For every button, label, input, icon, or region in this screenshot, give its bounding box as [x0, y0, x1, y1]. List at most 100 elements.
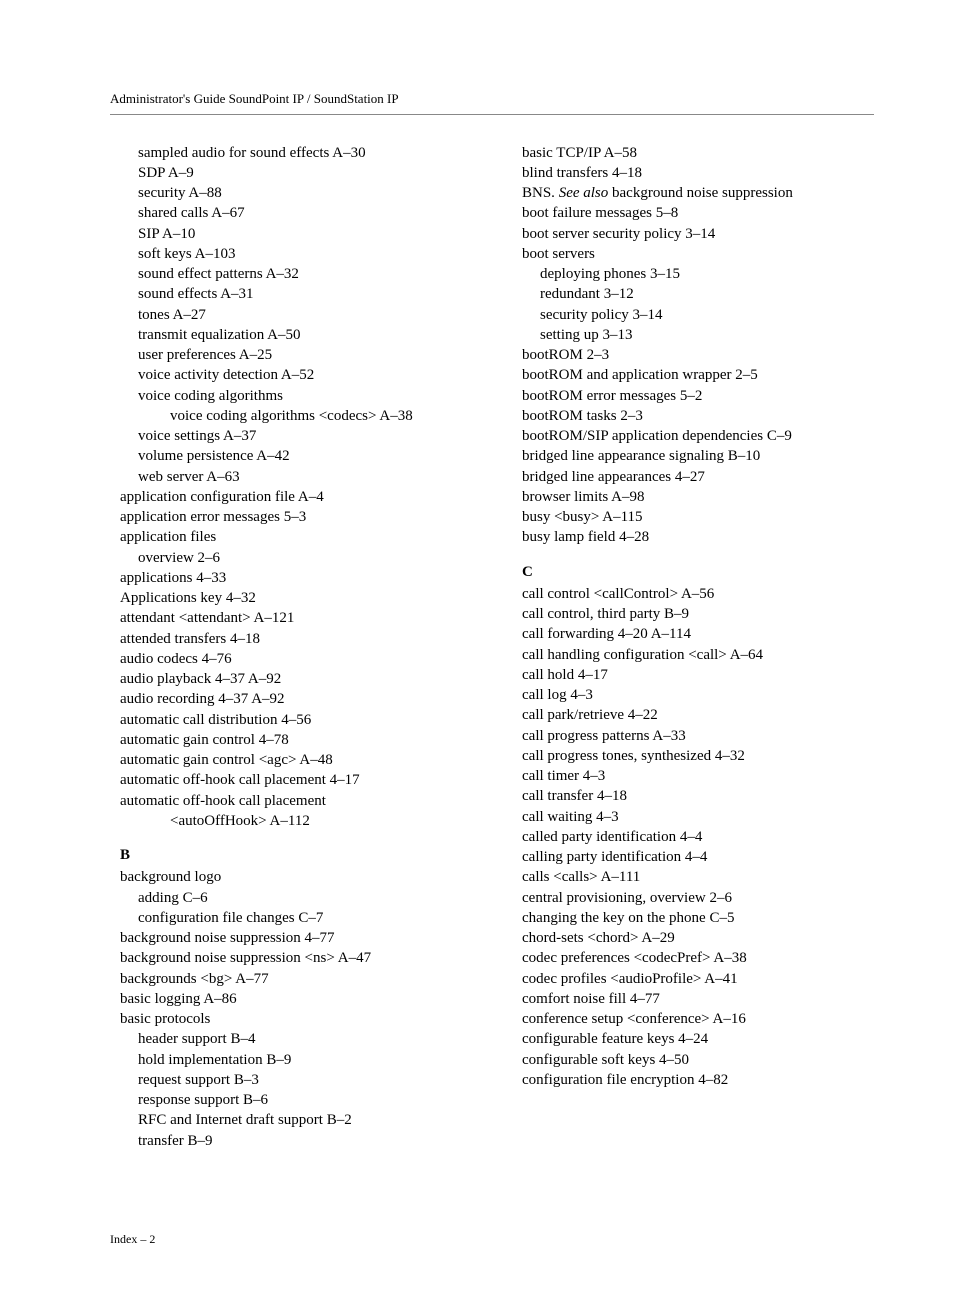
- index-entry: configurable feature keys 4–24: [512, 1029, 874, 1049]
- index-entry: soft keys A–103: [110, 244, 472, 264]
- index-entry: bridged line appearances 4–27: [512, 467, 874, 487]
- index-entry: call timer 4–3: [512, 766, 874, 786]
- index-entry: called party identification 4–4: [512, 827, 874, 847]
- index-entry: call transfer 4–18: [512, 786, 874, 806]
- index-entry: automatic off-hook call placement: [110, 791, 472, 811]
- index-entry: call log 4–3: [512, 685, 874, 705]
- index-entry: application configuration file A–4: [110, 487, 472, 507]
- index-entry: bootROM/SIP application dependencies C–9: [512, 426, 874, 446]
- index-entry: security policy 3–14: [512, 305, 874, 325]
- index-entry: codec profiles <audioProfile> A–41: [512, 969, 874, 989]
- index-entry: codec preferences <codecPref> A–38: [512, 948, 874, 968]
- page-header: Administrator's Guide SoundPoint IP / So…: [110, 90, 874, 108]
- index-entry: chord-sets <chord> A–29: [512, 928, 874, 948]
- index-entry: deploying phones 3–15: [512, 264, 874, 284]
- index-entry: call forwarding 4–20 A–114: [512, 624, 874, 644]
- index-entry: overview 2–6: [110, 548, 472, 568]
- index-entry: busy <busy> A–115: [512, 507, 874, 527]
- page-footer: Index – 2: [110, 1231, 874, 1247]
- index-entry: bootROM error messages 5–2: [512, 386, 874, 406]
- index-entry: attended transfers 4–18: [110, 629, 472, 649]
- index-entry: automatic off-hook call placement 4–17: [110, 770, 472, 790]
- index-entry: changing the key on the phone C–5: [512, 908, 874, 928]
- index-entry: audio codecs 4–76: [110, 649, 472, 669]
- index-entry: voice coding algorithms: [110, 386, 472, 406]
- index-entry: sampled audio for sound effects A–30: [110, 143, 472, 163]
- index-entry: attendant <attendant> A–121: [110, 608, 472, 628]
- index-entry: calling party identification 4–4: [512, 847, 874, 867]
- left-column: sampled audio for sound effects A–30SDP …: [110, 143, 472, 1151]
- index-entry: central provisioning, overview 2–6: [512, 888, 874, 908]
- index-entry: voice activity detection A–52: [110, 365, 472, 385]
- index-entry: configuration file changes C–7: [110, 908, 472, 928]
- index-entry: boot server security policy 3–14: [512, 224, 874, 244]
- index-entry: security A–88: [110, 183, 472, 203]
- index-entry: web server A–63: [110, 467, 472, 487]
- index-section-letter: C: [512, 562, 874, 582]
- index-entry: SDP A–9: [110, 163, 472, 183]
- index-entry: boot servers: [512, 244, 874, 264]
- index-entry: shared calls A–67: [110, 203, 472, 223]
- index-entry: conference setup <conference> A–16: [512, 1009, 874, 1029]
- index-entry: voice coding algorithms <codecs> A–38: [110, 406, 472, 426]
- index-entry: background logo: [110, 867, 472, 887]
- index-entry: response support B–6: [110, 1090, 472, 1110]
- index-entry: tones A–27: [110, 305, 472, 325]
- index-entry: call handling configuration <call> A–64: [512, 645, 874, 665]
- index-entry: basic protocols: [110, 1009, 472, 1029]
- index-entry: blind transfers 4–18: [512, 163, 874, 183]
- index-entry: automatic gain control <agc> A–48: [110, 750, 472, 770]
- index-entry: transmit equalization A–50: [110, 325, 472, 345]
- index-entry: bootROM and application wrapper 2–5: [512, 365, 874, 385]
- right-column: basic TCP/IP A–58blind transfers 4–18BNS…: [512, 143, 874, 1151]
- index-entry: background noise suppression 4–77: [110, 928, 472, 948]
- index-entry: Applications key 4–32: [110, 588, 472, 608]
- index-entry: audio recording 4–37 A–92: [110, 689, 472, 709]
- index-entry: header support B–4: [110, 1029, 472, 1049]
- index-section-letter: B: [110, 845, 472, 865]
- index-entry: transfer B–9: [110, 1131, 472, 1151]
- index-entry: application files: [110, 527, 472, 547]
- index-entry: busy lamp field 4–28: [512, 527, 874, 547]
- index-entry: redundant 3–12: [512, 284, 874, 304]
- index-entry: applications 4–33: [110, 568, 472, 588]
- index-entry: request support B–3: [110, 1070, 472, 1090]
- index-entry: background noise suppression <ns> A–47: [110, 948, 472, 968]
- index-entry: call park/retrieve 4–22: [512, 705, 874, 725]
- index-entry: voice settings A–37: [110, 426, 472, 446]
- see-also: See also: [559, 185, 609, 201]
- index-entry: setting up 3–13: [512, 325, 874, 345]
- index-entry: configuration file encryption 4–82: [512, 1070, 874, 1090]
- index-entry: BNS. See also background noise suppressi…: [512, 183, 874, 203]
- index-entry: browser limits A–98: [512, 487, 874, 507]
- header-rule: [110, 114, 874, 115]
- index-entry: call progress patterns A–33: [512, 726, 874, 746]
- index-entry: comfort noise fill 4–77: [512, 989, 874, 1009]
- index-entry: sound effects A–31: [110, 284, 472, 304]
- index-entry: sound effect patterns A–32: [110, 264, 472, 284]
- index-entry: adding C–6: [110, 888, 472, 908]
- index-entry: application error messages 5–3: [110, 507, 472, 527]
- index-entry: call control <callControl> A–56: [512, 584, 874, 604]
- index-entry: bootROM 2–3: [512, 345, 874, 365]
- index-entry: backgrounds <bg> A–77: [110, 969, 472, 989]
- index-entry: hold implementation B–9: [110, 1050, 472, 1070]
- index-entry: automatic gain control 4–78: [110, 730, 472, 750]
- index-entry: audio playback 4–37 A–92: [110, 669, 472, 689]
- index-entry: volume persistence A–42: [110, 446, 472, 466]
- index-entry: call control, third party B–9: [512, 604, 874, 624]
- index-entry: calls <calls> A–111: [512, 867, 874, 887]
- index-entry: user preferences A–25: [110, 345, 472, 365]
- index-entry: call progress tones, synthesized 4–32: [512, 746, 874, 766]
- index-entry: bootROM tasks 2–3: [512, 406, 874, 426]
- index-entry: automatic call distribution 4–56: [110, 710, 472, 730]
- index-entry: basic TCP/IP A–58: [512, 143, 874, 163]
- index-entry: basic logging A–86: [110, 989, 472, 1009]
- index-entry: boot failure messages 5–8: [512, 203, 874, 223]
- index-entry: <autoOffHook> A–112: [110, 811, 472, 831]
- index-columns: sampled audio for sound effects A–30SDP …: [110, 143, 874, 1151]
- index-entry: configurable soft keys 4–50: [512, 1050, 874, 1070]
- index-entry: call waiting 4–3: [512, 807, 874, 827]
- index-entry: RFC and Internet draft support B–2: [110, 1110, 472, 1130]
- index-entry: bridged line appearance signaling B–10: [512, 446, 874, 466]
